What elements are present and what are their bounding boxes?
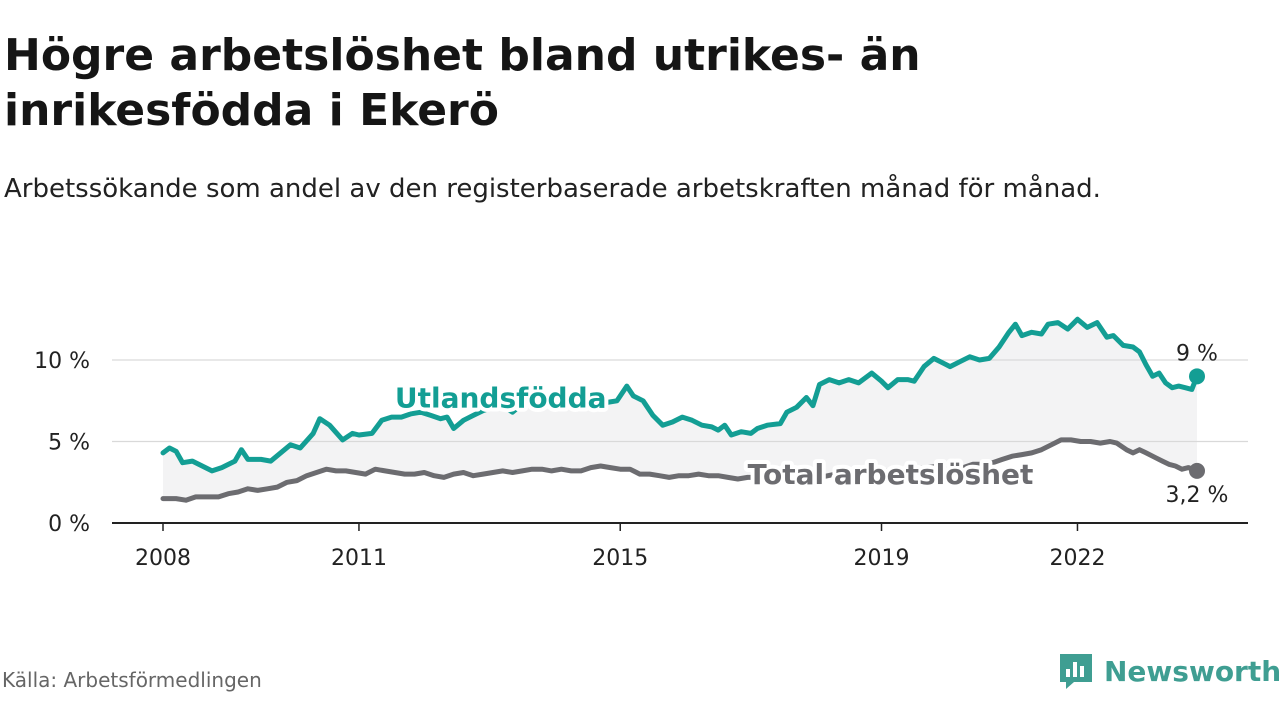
series-line-utlandsfodda xyxy=(160,316,1200,474)
chart-title: Högre arbetslöshet bland utrikes- än inr… xyxy=(4,30,921,136)
x-tick-label: 2015 xyxy=(592,546,648,571)
series-line-total xyxy=(160,437,1200,503)
end-label-total: 3,2 % xyxy=(1166,483,1229,508)
y-tick-label: 5 % xyxy=(48,431,90,456)
end-point-total xyxy=(1189,462,1205,479)
newsworthy-logo-icon xyxy=(1060,654,1092,689)
x-tick-label: 2008 xyxy=(135,546,191,571)
x-tick-label: 2011 xyxy=(331,546,387,571)
brand-logo[interactable]: Newsworthy xyxy=(1058,652,1280,690)
range-band xyxy=(163,319,1197,501)
series-label-utlandsfodda: Utlandsfödda xyxy=(395,381,607,414)
y-tick-label: 10 % xyxy=(34,349,90,374)
series-label-total: Total arbetslöshet xyxy=(748,458,1034,491)
y-tick-label: 0 % xyxy=(48,512,90,537)
x-tick-label: 2022 xyxy=(1049,546,1105,571)
end-point-utlandsfodda xyxy=(1189,368,1205,385)
source-note: Källa: Arbetsförmedlingen xyxy=(2,668,262,692)
end-label-utlandsfodda: 9 % xyxy=(1176,341,1218,366)
brand-name: Newsworthy xyxy=(1104,654,1280,688)
chart-subtitle: Arbetssökande som andel av den registerb… xyxy=(4,174,1101,204)
x-tick-label: 2019 xyxy=(854,546,910,571)
line-chart: 0 % 5 % 10 % 2008 2011 2015 2019 2022 9 % 3,2 % U… xyxy=(34,316,1248,571)
